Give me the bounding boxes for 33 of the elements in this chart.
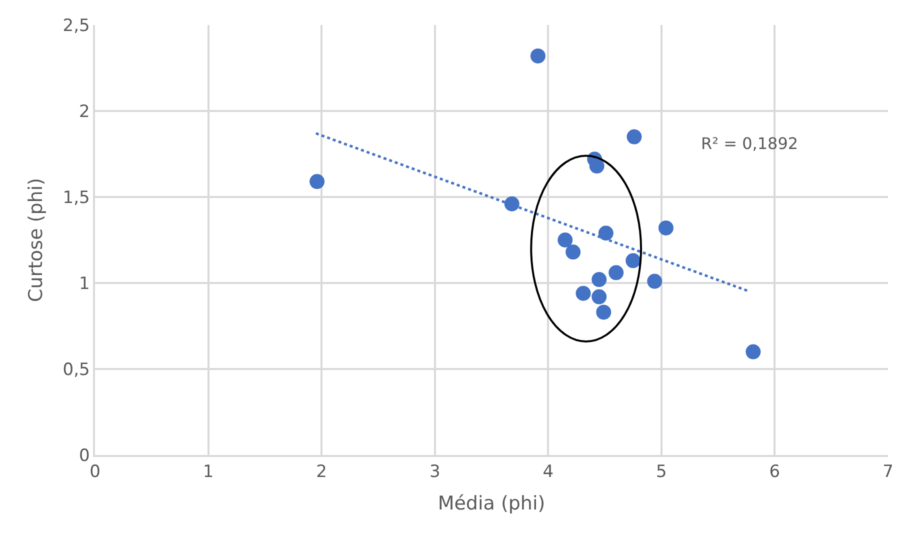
y-tick-label: 1 — [79, 274, 90, 294]
point — [596, 304, 612, 320]
point — [608, 265, 624, 280]
y-tick-label: 2,5 — [62, 16, 90, 36]
point — [566, 244, 581, 260]
point — [504, 196, 520, 212]
y-tick-label: 1,5 — [62, 188, 90, 208]
point — [592, 272, 607, 288]
y-tick-label: 0,5 — [62, 360, 90, 380]
point — [576, 286, 591, 301]
point — [626, 253, 641, 268]
point — [626, 129, 642, 144]
x-tick-label: 4 — [542, 462, 554, 482]
point — [746, 344, 761, 360]
point — [658, 220, 674, 236]
point — [598, 226, 614, 241]
point — [592, 289, 607, 304]
annotation: R² = 0,1892 — [701, 134, 798, 153]
point — [589, 158, 604, 174]
x-tick-label: 3 — [429, 462, 440, 482]
x-axis-title: Média (phi) — [438, 492, 546, 514]
y-tick-label: 0 — [79, 446, 90, 466]
x-tick-label: 2 — [316, 462, 327, 482]
y-axis-title: Curtose (phi) — [25, 178, 48, 302]
point — [558, 232, 573, 248]
point — [647, 274, 662, 289]
x-tick-label: 7 — [882, 462, 894, 482]
point — [310, 174, 325, 190]
point — [530, 48, 546, 64]
y-tick-label: 2 — [79, 102, 90, 122]
x-tick-label: 5 — [656, 462, 667, 482]
x-tick-label: 6 — [769, 462, 780, 482]
x-tick-label: 1 — [202, 462, 214, 482]
